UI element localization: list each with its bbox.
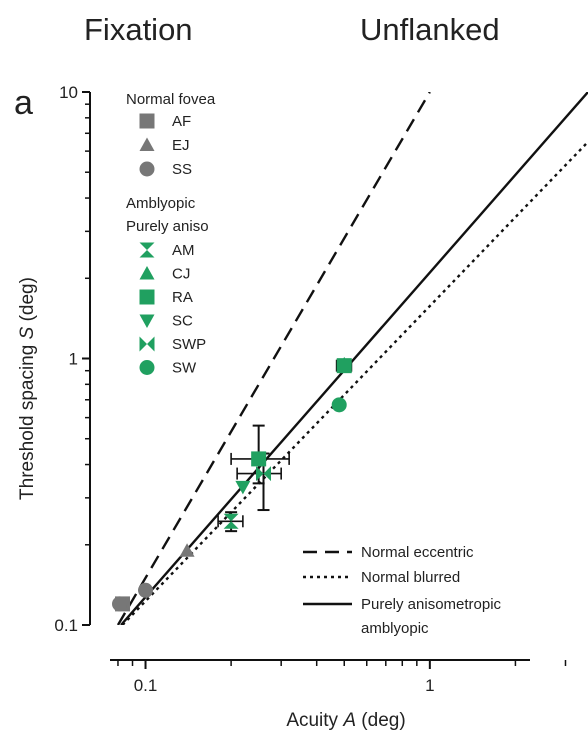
legend-line-label: Normal blurred (361, 569, 460, 586)
x-axis-label-part: Acuity (286, 710, 343, 731)
y-tick-label: 1 (69, 350, 78, 369)
legend-marker-sw-shape (139, 360, 155, 375)
legend-marker-am (139, 242, 155, 258)
x-tick-label: 0.1 (134, 676, 158, 695)
legend-marker-ej-shape (139, 137, 155, 151)
legend-marker-swp-shape (139, 336, 155, 352)
data-point-am-shape (223, 513, 239, 529)
legend-marker-sc-shape (139, 314, 155, 328)
y-tick-label: 10 (59, 83, 78, 102)
y-axis-label: Threshold spacing S (deg) (17, 277, 38, 500)
data-point-ej (179, 543, 195, 557)
legend-marker-af (139, 113, 155, 129)
legend-marker-ra (139, 289, 155, 305)
y-axis-label-part: (deg) (17, 277, 38, 327)
legend-line-label: Purely anisometropic (361, 596, 502, 613)
data-point-ss-shape (138, 582, 154, 598)
y-tick-label: 0.1 (54, 616, 78, 635)
legend-marker-ej (139, 137, 155, 151)
normal-blurred-line (121, 141, 588, 625)
data-point-sc (235, 480, 251, 495)
x-axis-label: Acuity A (deg) (286, 710, 405, 731)
legend-label-cj: CJ (172, 266, 190, 283)
legend-title: Purely aniso (126, 218, 209, 235)
legend-label-am: AM (172, 242, 195, 259)
legend-marker-af-shape (139, 113, 155, 129)
purely-anisometropic-line (120, 92, 588, 625)
data-point-sc-shape (235, 480, 251, 495)
legend-label-sc: SC (172, 313, 193, 330)
normal-eccentric-line (116, 92, 431, 625)
x-axis-label-part: A (342, 710, 356, 731)
legend-marker-sw (139, 360, 155, 375)
legend-title: Amblyopic (126, 195, 196, 212)
legend-label-af: AF (172, 113, 191, 130)
data-point-ej-shape (179, 543, 195, 557)
header-unflanked: Unflanked (360, 12, 500, 47)
data-point-swp (256, 466, 272, 482)
header-fixation: Fixation (84, 12, 193, 47)
legend-marker-ra-shape (139, 289, 155, 305)
data-point-ra (336, 358, 352, 374)
data-point-ss-shape (112, 596, 128, 612)
y-axis-label-part: Threshold spacing (17, 339, 38, 500)
x-tick-label: 1 (425, 676, 434, 695)
legend-title: Normal fovea (126, 91, 216, 108)
legend-marker-swp (139, 336, 155, 352)
legend-marker-ss (139, 161, 155, 177)
legend-line-label: amblyopic (361, 620, 429, 637)
legend-marker-ss-shape (139, 161, 155, 177)
data-point-am (223, 513, 239, 529)
x-axis-label-part: (deg) (356, 710, 406, 731)
panel-label: a (14, 84, 33, 122)
legend-marker-sc (139, 314, 155, 328)
legend-label-ss: SS (172, 161, 192, 178)
data-point-ra (251, 451, 267, 467)
legend-marker-cj-shape (139, 266, 155, 280)
data-point-ss (112, 596, 128, 612)
legend-label-ra: RA (172, 289, 193, 306)
data-point-ra-shape (336, 358, 352, 374)
legend-line-label: Normal eccentric (361, 544, 474, 561)
legend-marker-am-shape (139, 242, 155, 258)
data-point-ra-shape (251, 451, 267, 467)
y-axis-label-part: S (17, 326, 38, 339)
data-point-swp-shape (256, 466, 272, 482)
legend-label-swp: SWP (172, 336, 206, 353)
data-point-sw-shape (331, 397, 347, 413)
legend-label-ej: EJ (172, 137, 190, 154)
data-point-ss (138, 582, 154, 598)
legend-label-sw: SW (172, 360, 197, 377)
data-point-sw (331, 397, 347, 413)
legend-marker-cj (139, 266, 155, 280)
